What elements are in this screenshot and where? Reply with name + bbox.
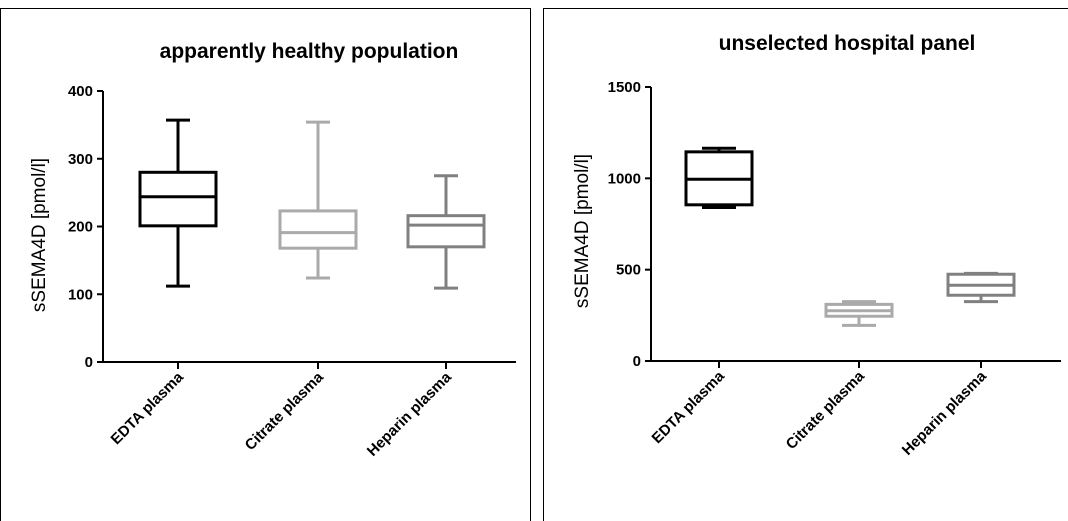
boxplot-chart-right: unselected hospital panel sSEMA4D [pmol/… (572, 32, 1061, 459)
box-3 (946, 271, 1016, 304)
x-category-label: Heparin plasma (364, 368, 455, 459)
box-1 (138, 118, 218, 288)
box-iqr (138, 170, 218, 228)
y-tick-label: 1000 (608, 170, 641, 187)
y-tick-label: 300 (68, 151, 93, 168)
box-iqr (406, 214, 486, 249)
y-tick-label: 400 (68, 83, 93, 100)
x-category-label: EDTA plasma (649, 367, 729, 447)
box-2 (824, 300, 894, 327)
x-category-label: EDTA plasma (108, 368, 188, 448)
box-2 (278, 120, 358, 280)
y-tick-label: 0 (85, 354, 93, 371)
chart-panel-left: apparently healthy population sSEMA4D [p… (0, 8, 531, 521)
x-category-label: Heparin plasma (899, 367, 990, 458)
y-tick-label: 500 (616, 262, 641, 279)
chart-title: apparently healthy population (160, 40, 459, 63)
y-tick-label: 1500 (608, 79, 641, 96)
chart-panel-right: unselected hospital panel sSEMA4D [pmol/… (543, 8, 1068, 521)
boxplot-chart-left: apparently healthy population sSEMA4D [p… (29, 40, 516, 460)
y-tick-label: 100 (68, 286, 93, 303)
y-axis-label: sSEMA4D [pmol/l] (572, 154, 593, 308)
box-3 (406, 174, 486, 290)
y-tick-label: 200 (68, 219, 93, 236)
x-category-label: Citrate plasma (242, 368, 328, 454)
box-1 (684, 146, 754, 210)
y-axis-label: sSEMA4D [pmol/l] (29, 158, 50, 312)
chart-title: unselected hospital panel (719, 32, 976, 55)
x-category-label: Citrate plasma (783, 367, 869, 453)
y-tick-label: 0 (633, 353, 641, 370)
box-iqr (278, 209, 358, 250)
